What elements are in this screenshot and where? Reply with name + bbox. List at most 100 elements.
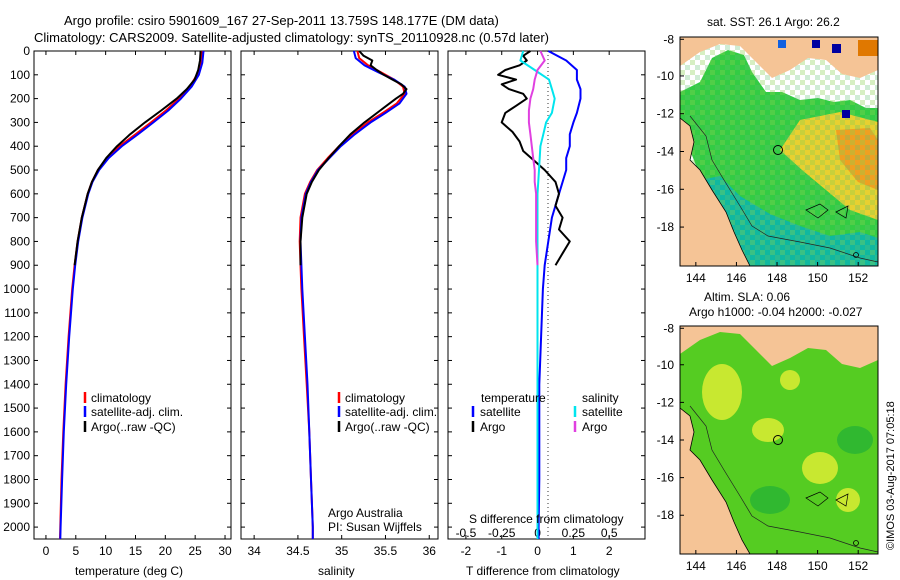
- s-diff-tick-label: 0.25: [562, 526, 586, 540]
- temperature-legend: climatology satellite-adj. clim. Argo(..…: [83, 391, 183, 434]
- legend-label-s-satellite: satellite: [582, 405, 623, 419]
- depth-tick-label: 1800: [3, 472, 30, 486]
- lon-tick-label: 150: [808, 559, 828, 573]
- sst-land-png: [680, 37, 878, 78]
- sla-low-patch: [837, 426, 873, 454]
- depth-tick-label: 1200: [3, 330, 30, 344]
- depth-tick-label: 400: [10, 139, 30, 153]
- sla-high-patch: [780, 370, 800, 390]
- sst-reefs: [805, 203, 849, 219]
- difference-x-axis: -2 -1 0 1 2: [461, 51, 613, 558]
- difference-axes-frame: [447, 50, 646, 540]
- sla-marker: [853, 540, 859, 546]
- x-tick-label: 0: [534, 544, 541, 558]
- salinity-legend: climatology satellite-adj. clim. Argo(..…: [337, 391, 437, 434]
- sst-coastline: [680, 117, 751, 266]
- series-line-satellite-adj-clim-: [299, 50, 408, 539]
- legend-label-satellite: satellite-adj. clim.: [345, 405, 437, 419]
- s-diff-tick-label: 0.5: [601, 526, 618, 540]
- depth-tick-label: 1900: [3, 496, 30, 510]
- depth-tick-label: 1500: [3, 401, 30, 415]
- lat-tick-label: -8: [663, 32, 674, 46]
- difference-series: [497, 50, 582, 539]
- lat-tick-label: -8: [663, 321, 674, 335]
- lon-tick-label: 148: [767, 271, 787, 285]
- difference-depth-ticks: [448, 50, 645, 528]
- argo-float-location: [773, 435, 783, 445]
- sla-high-patch: [702, 364, 742, 420]
- sla-land-australia: [680, 408, 750, 554]
- series-line-s-satellite: [519, 50, 556, 539]
- temperature-x-axis: 0 5 10 15 20 25 30: [43, 51, 232, 558]
- salinity-panel: 34 34.5 35 35.5 36 salinity climatology sate…: [240, 50, 439, 578]
- sst-map-axes: 144 146 148 150 152 -8 -10 -12 -14 -16 -18: [657, 32, 869, 285]
- series-line-argo-raw-qc-: [73, 50, 202, 266]
- depth-tick-label: 1100: [4, 306, 30, 320]
- sst-cloud-block: [842, 110, 850, 118]
- series-line-satellite-adj-clim-: [59, 50, 205, 540]
- temperature-axes-frame: [33, 50, 232, 540]
- depth-tick-label: 2000: [3, 520, 30, 534]
- lat-tick-label: -10: [657, 358, 675, 372]
- temperature-series: [59, 50, 205, 540]
- depth-tick-label: 1400: [3, 377, 30, 391]
- lat-tick-label: -14: [657, 433, 675, 447]
- imos-credit: ©IMOS 03-Aug-2017 07:05:18: [885, 401, 897, 550]
- lat-tick-label: -16: [657, 182, 675, 196]
- x-tick-label: 30: [218, 544, 232, 558]
- sst-map: sat. SST: 26.1 Argo: 26.2 144 146 148 150 15…: [657, 15, 879, 285]
- lon-tick-label: 152: [848, 271, 868, 285]
- argo-float-location: [773, 145, 783, 155]
- salinity-x-label: salinity: [318, 564, 355, 578]
- series-line-climatology: [59, 50, 203, 540]
- depth-tick-label: 1000: [3, 282, 30, 296]
- sla-low-patch: [750, 486, 790, 514]
- sla-reefs: [805, 491, 849, 507]
- legend-label-argo: Argo(..raw -QC): [91, 420, 176, 434]
- x-tick-label: 36: [423, 544, 437, 558]
- series-line-t-satellite: [537, 50, 582, 539]
- sst-marker: [853, 252, 859, 258]
- salinity-series: [298, 50, 408, 539]
- lon-tick-label: 144: [686, 271, 706, 285]
- x-tick-label: 34: [247, 544, 261, 558]
- lon-tick-label: 152: [848, 559, 868, 573]
- depth-axis: 0 100 200 300 400 500 600 700 800 900 1000 1100 1200…: [3, 44, 231, 534]
- depth-tick-label: 1700: [3, 449, 30, 463]
- depth-tick-label: 1300: [3, 353, 30, 367]
- x-tick-label: -2: [461, 544, 472, 558]
- x-tick-label: 10: [99, 544, 113, 558]
- x-tick-label: 5: [72, 544, 79, 558]
- sst-cloud-block: [832, 44, 841, 53]
- legend-header-salinity: salinity: [582, 391, 619, 405]
- t-difference-label: T difference from climatology: [466, 564, 620, 578]
- figure-title-line2: Climatology: CARS2009. Satellite-adjuste…: [34, 30, 549, 45]
- x-tick-label: 34.5: [286, 544, 310, 558]
- sst-cloud-block: [778, 40, 786, 48]
- series-line-t-argo: [497, 50, 571, 266]
- s-difference-label: S difference from climatology: [469, 512, 624, 526]
- depth-tick-label: 500: [10, 163, 30, 177]
- difference-legend: temperature salinity satellite Argo sate…: [471, 391, 623, 434]
- depth-tick-label: 1600: [3, 425, 30, 439]
- lon-tick-label: 148: [767, 559, 787, 573]
- sla-shelf-contour: [689, 405, 878, 553]
- x-tick-label: 2: [606, 544, 613, 558]
- lat-tick-label: -12: [657, 395, 675, 409]
- salinity-x-axis: 34 34.5 35 35.5 36: [247, 51, 436, 558]
- depth-tick-label: 900: [10, 258, 30, 272]
- depth-tick-label: 600: [10, 187, 30, 201]
- sla-high-patch: [802, 452, 838, 484]
- sst-shelf-contour: [689, 115, 878, 263]
- salinity-depth-ticks: [241, 50, 438, 528]
- figure-title-line1: Argo profile: csiro 5901609_167 27-Sep-2…: [64, 13, 499, 28]
- x-tick-label: 1: [570, 544, 577, 558]
- legend-label-climatology: climatology: [91, 391, 151, 405]
- sla-land-png: [680, 326, 878, 368]
- temperature-panel: 0100200300400500600700800900100011001200…: [3, 44, 232, 578]
- s-diff-tick-label: -0.5: [456, 526, 477, 540]
- x-tick-label: 25: [189, 544, 203, 558]
- series-line-argo-raw-qc-: [299, 50, 408, 266]
- depth-tick-label: 800: [10, 234, 30, 248]
- sst-map-title: sat. SST: 26.1 Argo: 26.2: [707, 15, 840, 29]
